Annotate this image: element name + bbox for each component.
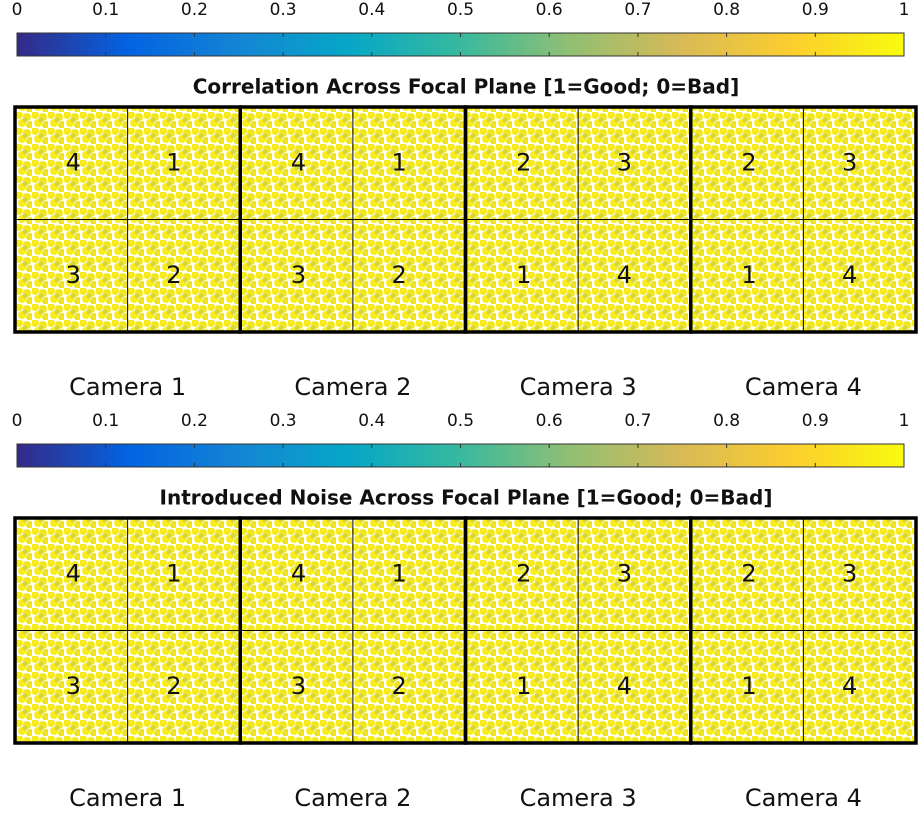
ccd-label: 3 <box>291 672 306 700</box>
colorbar-tick-label: 0.2 <box>181 0 208 20</box>
camera-frame <box>689 516 918 745</box>
colorbar-tick-label: 0.6 <box>536 411 563 431</box>
panel-title: Correlation Across Focal Plane [1=Good; … <box>193 75 740 99</box>
colorbar-tick-label: 0.4 <box>358 0 385 20</box>
colorbar-tick-label: 0.9 <box>802 411 829 431</box>
ccd-label: 1 <box>166 148 181 176</box>
camera-label: Camera 3 <box>520 784 637 812</box>
colorbar-tick-label: 0 <box>12 0 23 20</box>
ccd-label: 2 <box>741 559 756 587</box>
colorbar-tick-label: 0.7 <box>624 411 651 431</box>
ccd-label: 3 <box>291 261 306 289</box>
ccd-label: 1 <box>166 559 181 587</box>
colorbar-tick-label: 0.9 <box>802 0 829 20</box>
ccd-label: 2 <box>741 148 756 176</box>
camera-label: Camera 4 <box>745 784 862 812</box>
colorbar-tick-label: 1 <box>899 411 910 431</box>
ccd-label: 1 <box>741 261 756 289</box>
colorbar-tick-label: 0.1 <box>92 411 119 431</box>
colorbar-tick-label: 0.4 <box>358 411 385 431</box>
camera-label: Camera 2 <box>294 373 411 401</box>
ccd-label: 1 <box>392 559 407 587</box>
colorbar-tick-label: 0.5 <box>447 411 474 431</box>
colorbar-tick-label: 0.1 <box>92 0 119 20</box>
colorbar-tick-label: 1 <box>899 0 910 20</box>
ccd-label: 2 <box>166 672 181 700</box>
camera-label: Camera 2 <box>294 784 411 812</box>
camera-label: Camera 4 <box>745 373 862 401</box>
ccd-label: 4 <box>617 261 632 289</box>
camera-frame <box>689 105 918 334</box>
ccd-label: 4 <box>617 672 632 700</box>
panel-title: Introduced Noise Across Focal Plane [1=G… <box>160 486 773 510</box>
ccd-label: 4 <box>66 559 81 587</box>
ccd-label: 4 <box>291 559 306 587</box>
camera-label: Camera 1 <box>69 373 186 401</box>
ccd-label: 2 <box>166 261 181 289</box>
ccd-label: 2 <box>392 261 407 289</box>
ccd-label: 3 <box>66 672 81 700</box>
colorbar-tick-label: 0.2 <box>181 411 208 431</box>
colorbar-tick-label: 0.3 <box>270 411 297 431</box>
ccd-label: 3 <box>66 261 81 289</box>
ccd-label: 4 <box>66 148 81 176</box>
ccd-label: 3 <box>617 559 632 587</box>
ccd-label: 3 <box>617 148 632 176</box>
ccd-label: 3 <box>842 559 857 587</box>
ccd-label: 4 <box>842 672 857 700</box>
ccd-label: 2 <box>392 672 407 700</box>
ccd-label: 4 <box>291 148 306 176</box>
camera-label: Camera 1 <box>69 784 186 812</box>
ccd-label: 4 <box>842 261 857 289</box>
ccd-label: 2 <box>516 559 531 587</box>
ccd-label: 3 <box>842 148 857 176</box>
ccd-label: 2 <box>516 148 531 176</box>
colorbar-tick-label: 0.5 <box>447 0 474 20</box>
ccd-label: 1 <box>741 672 756 700</box>
colorbar-tick-label: 0.6 <box>536 0 563 20</box>
colorbar-tick-label: 0.8 <box>713 411 740 431</box>
colorbar-tick-label: 0.3 <box>270 0 297 20</box>
ccd-label: 1 <box>516 672 531 700</box>
colorbar-tick-label: 0.8 <box>713 0 740 20</box>
colorbar-tick-label: 0 <box>12 411 23 431</box>
camera-label: Camera 3 <box>520 373 637 401</box>
ccd-label: 1 <box>516 261 531 289</box>
colorbar-tick-label: 0.7 <box>624 0 651 20</box>
ccd-label: 1 <box>392 148 407 176</box>
